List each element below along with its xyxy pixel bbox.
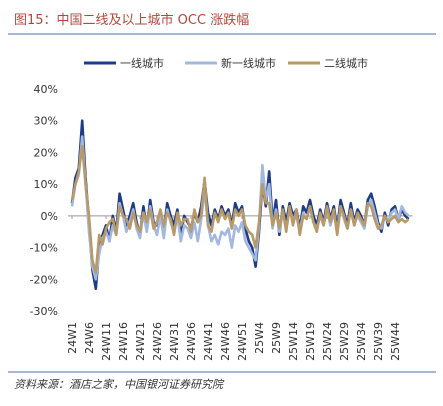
x-tick-label: 25W29: [338, 322, 351, 361]
y-tick-label: 0%: [41, 210, 58, 223]
series-line: [70, 144, 410, 275]
x-tick-label: 24W6: [83, 322, 96, 354]
chart-title: 图15：中国二线及以上城市 OCC 涨跌幅: [14, 12, 249, 28]
y-tick-label: 40%: [34, 83, 58, 96]
y-tick-label: -10%: [30, 242, 58, 255]
x-tick-label: 24W21: [134, 322, 147, 361]
x-tick-label: 24W26: [151, 322, 164, 361]
y-tick-label: 30%: [34, 115, 58, 128]
x-tick-label: 24W31: [168, 322, 181, 361]
legend-label: 新一线城市: [221, 56, 276, 70]
x-tick-label: 25W39: [372, 322, 385, 361]
x-tick-label: 24W36: [185, 322, 198, 361]
x-tick-label: 25W14: [287, 322, 300, 361]
source-note: 资料来源：酒店之家，中国银河证券研究院: [14, 378, 225, 391]
x-tick-label: 24W1: [66, 322, 79, 354]
y-tick-label: -30%: [30, 305, 58, 318]
x-tick-label: 24W41: [202, 322, 215, 361]
x-tick-label: 25W44: [389, 322, 402, 361]
x-tick-label: 24W11: [100, 322, 113, 361]
x-tick-label: 25W4: [253, 322, 266, 354]
y-tick-label: 10%: [34, 178, 58, 191]
series-line: [70, 119, 410, 291]
x-tick-label: 24W16: [117, 322, 130, 361]
x-tick-label: 25W19: [304, 322, 317, 361]
y-tick-label: 20%: [34, 146, 58, 159]
x-tick-label: 24W46: [219, 322, 232, 361]
legend-label: 二线城市: [324, 56, 368, 70]
x-tick-label: 25W34: [355, 322, 368, 361]
y-tick-label: -20%: [30, 273, 58, 286]
legend-label: 一线城市: [120, 56, 164, 70]
x-tick-label: 24W51: [236, 322, 249, 361]
x-tick-label: 25W9: [270, 322, 283, 354]
x-tick-label: 25W24: [321, 322, 334, 361]
